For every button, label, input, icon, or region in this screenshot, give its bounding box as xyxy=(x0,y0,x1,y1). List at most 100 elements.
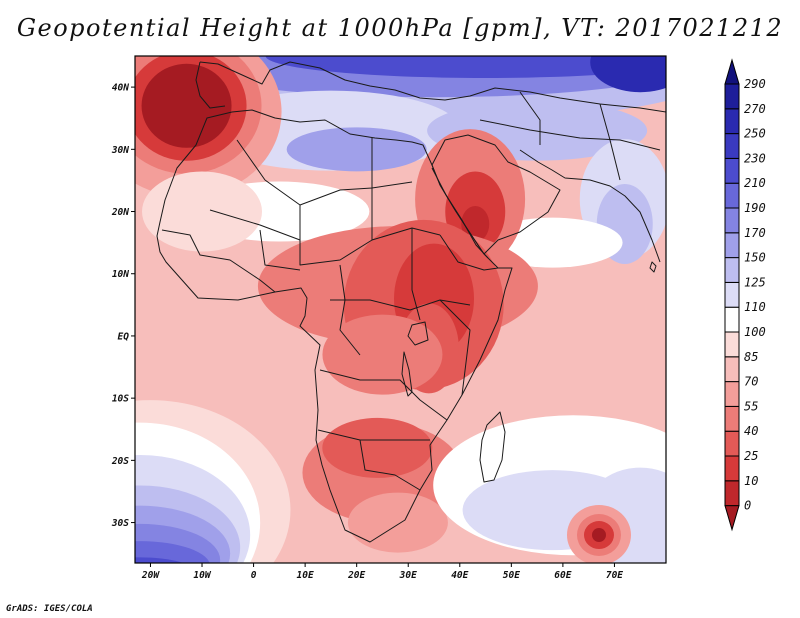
y-tick-label: EQ xyxy=(118,331,130,342)
colorbar-label: 0 xyxy=(744,499,751,513)
madagascar xyxy=(479,411,506,483)
colorbar-label: 290 xyxy=(744,77,766,91)
border-14 xyxy=(439,299,471,396)
sri-lanka-island xyxy=(649,261,657,273)
x-tick-label: 30E xyxy=(399,570,417,581)
colorbar-segment xyxy=(724,281,740,308)
x-tick-label: 70E xyxy=(606,570,623,581)
colorbar-label: 70 xyxy=(744,375,758,389)
colorbar-label: 125 xyxy=(744,275,766,289)
border-16 xyxy=(599,103,621,181)
border-11 xyxy=(161,229,276,293)
geopotential-field xyxy=(135,56,666,563)
coastlines-borders xyxy=(156,61,666,543)
y-tick-label: 30S xyxy=(111,518,129,529)
colorbar-segment xyxy=(724,331,740,358)
colorbar-label: 250 xyxy=(744,127,766,141)
colorbar-label: 150 xyxy=(744,251,766,265)
credit-label: GrADS: IGES/COLA xyxy=(6,604,93,614)
colorbar-segment xyxy=(724,430,740,457)
x-tick-label: 10E xyxy=(297,570,314,581)
colorbar-triangle-high xyxy=(724,58,740,85)
y-tick-label: 20N xyxy=(111,207,129,218)
border-1 xyxy=(236,139,301,206)
red-sea-coast xyxy=(431,167,489,259)
colorbar-label: 85 xyxy=(744,350,758,364)
colorbar-label: 10 xyxy=(744,474,758,488)
x-tick-label: 40E xyxy=(451,570,468,581)
map-frame xyxy=(134,55,667,564)
border-13 xyxy=(439,234,499,271)
persian-gulf-coast xyxy=(519,149,661,263)
border-2 xyxy=(299,181,413,206)
colorbar-label: 210 xyxy=(744,176,766,190)
colorbar: 0 10 25 40 55 70 85 100 110 125 150 170 190 210 230 250… xyxy=(724,58,766,532)
border-17 xyxy=(519,91,541,145)
iberia-west-coast xyxy=(195,61,226,109)
field-region-3 xyxy=(590,56,666,93)
field-region-15 xyxy=(142,171,263,252)
y-tick-label: 20S xyxy=(111,456,129,467)
x-tick-label: 0 xyxy=(251,570,257,581)
border-4 xyxy=(299,205,441,266)
border-7 xyxy=(339,264,361,356)
colorbar-segment xyxy=(724,207,740,234)
field-region-26 xyxy=(347,492,448,553)
border-18 xyxy=(259,229,301,271)
colorbar-segment xyxy=(724,108,740,135)
border-8 xyxy=(319,369,448,421)
colorbar-segment xyxy=(724,455,740,482)
x-tick-label: 50E xyxy=(503,570,520,581)
field-region-2 xyxy=(265,56,666,78)
colorbar-label: 100 xyxy=(744,325,766,339)
x-tick-label: 10W xyxy=(193,570,211,581)
lake-victoria xyxy=(407,321,429,346)
border-12 xyxy=(411,228,421,321)
y-tick-label: 40N xyxy=(112,83,129,94)
field-region-41 xyxy=(591,528,606,543)
border-5 xyxy=(209,209,301,241)
border-10 xyxy=(359,439,421,491)
colorbar-triangle-low xyxy=(724,505,740,532)
colorbar-segment xyxy=(724,157,740,184)
field-region-33 xyxy=(135,541,210,563)
iberia-europe-coast xyxy=(199,61,666,113)
colorbar-label: 190 xyxy=(744,201,766,215)
colorbar-segment xyxy=(724,232,740,259)
field-region-18 xyxy=(461,205,490,242)
colorbar-segment xyxy=(724,306,740,333)
y-tick-label: 10S xyxy=(112,394,129,405)
field-region-34 xyxy=(135,557,184,563)
x-tick-label: 20W xyxy=(141,570,160,581)
colorbar-label: 170 xyxy=(744,226,766,240)
colorbar-label: 55 xyxy=(744,399,758,413)
colorbar-label: 270 xyxy=(744,102,766,116)
colorbar-label: 25 xyxy=(744,449,758,463)
field-region-25 xyxy=(322,417,433,478)
field-region-14 xyxy=(141,63,232,148)
x-tick-label: 20E xyxy=(347,570,365,581)
y-axis-ticks: 40N 30N 20N 10N EQ 10S 20S 30S xyxy=(111,83,135,529)
x-axis-ticks: 20W 10W 0 10E 20E 30E 40E 50E 60E 70E xyxy=(141,563,623,581)
border-6 xyxy=(330,299,471,311)
colorbar-segment xyxy=(724,257,740,283)
colorbar-label: 230 xyxy=(744,151,766,165)
colorbar-segment xyxy=(724,405,740,432)
field-region-5 xyxy=(286,127,427,172)
colorbar-segment xyxy=(724,83,740,110)
colorbar-label: 110 xyxy=(744,300,766,314)
page-title: Geopotential Height at 1000hPa [gpm], VT… xyxy=(16,14,784,42)
colorbar-label: 40 xyxy=(744,424,758,438)
x-tick-label: 60E xyxy=(554,570,571,581)
y-tick-label: 10N xyxy=(112,269,129,280)
colorbar-segment xyxy=(724,480,740,507)
border-15 xyxy=(479,119,661,151)
lake-tanganyika xyxy=(401,351,413,397)
colorbar-segment xyxy=(724,356,740,383)
border-9 xyxy=(317,429,430,441)
colorbar-segment xyxy=(724,182,740,209)
field-contours xyxy=(135,56,666,563)
colorbar-segment xyxy=(724,381,740,407)
colorbar-segment xyxy=(724,133,740,159)
